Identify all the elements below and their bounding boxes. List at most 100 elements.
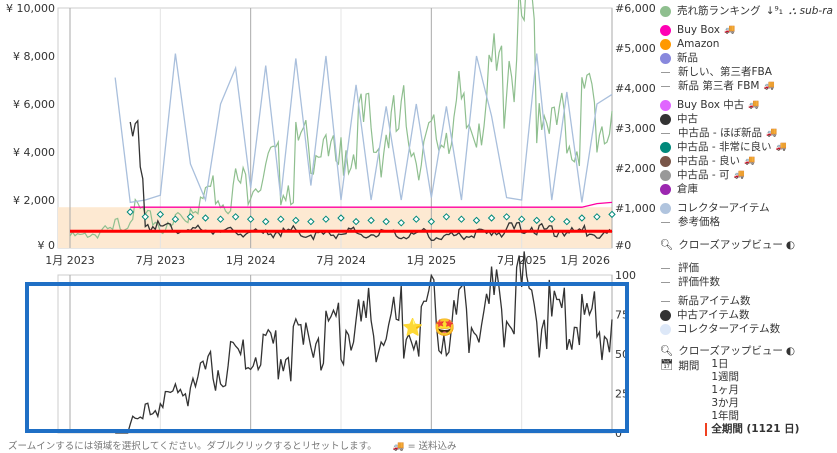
legend-used-very-good[interactable]: 中古品 - 非常に良い 🚚	[660, 140, 837, 154]
closeup-toggle[interactable]: 🔍︎ クローズアップビュー ◐	[660, 239, 795, 251]
x-tick-label: 7月 2025	[497, 254, 547, 267]
series-point	[352, 217, 360, 226]
toggle-icon: ◐	[785, 239, 795, 251]
star-struck-annotation-icon: 🤩	[434, 318, 456, 338]
legend-rating[interactable]: 評価	[660, 261, 837, 275]
period-1y[interactable]: 1年間	[711, 410, 740, 422]
period-1w[interactable]: 1週間	[711, 371, 740, 383]
y-left-tick-label: ¥ 0	[38, 239, 56, 252]
period-3m[interactable]: 3か月	[711, 397, 740, 409]
y-left-tick-label: ¥ 4,000	[13, 146, 55, 159]
series-point	[156, 210, 165, 219]
truck-icon: 🚚	[723, 25, 736, 35]
y-left-tick-label: ¥ 2,000	[13, 194, 55, 207]
period-selector: 📅︎ 期間 1日 1週間 1ヶ月 3か月 1年間 全期間 (1121 日)	[660, 358, 800, 436]
legend-used-acceptable[interactable]: 中古品 - 可 🚚	[660, 168, 837, 182]
x-tick-label: 1月 2026	[561, 254, 611, 267]
legend-buybox-used[interactable]: Buy Box 中古 🚚	[660, 98, 837, 112]
star-annotation-icon: ⭐	[402, 318, 424, 338]
legend-new-fbm[interactable]: 新品 第三者 FBM 🚚	[660, 79, 837, 93]
series-point	[322, 215, 330, 223]
series-point	[472, 216, 481, 225]
legend-used[interactable]: 中古	[660, 112, 837, 126]
y-right-tick-label: #6,000	[615, 2, 656, 15]
legend-ranking[interactable]: 売れ筋ランキング ↓⁹₁ ⛬ sub-ra	[660, 4, 837, 18]
subrank-toggle[interactable]: ⛬ sub-ra	[788, 5, 833, 17]
truck-icon: 🚚	[748, 100, 760, 110]
truck-icon: 🚚	[392, 441, 405, 452]
series-point	[593, 213, 601, 221]
truck-icon: 🚚	[763, 81, 775, 91]
y-left-tick-label: ¥ 6,000	[13, 98, 55, 111]
period-all[interactable]: 全期間 (1121 日)	[705, 423, 799, 436]
series-point	[412, 215, 420, 223]
series-point	[578, 214, 586, 222]
series-point	[382, 217, 390, 226]
legend-new-fba[interactable]: 新しい、第三者FBA	[660, 65, 837, 79]
series-point	[201, 214, 210, 222]
x-tick-label: 7月 2024	[316, 254, 366, 267]
y-left-tick-label: ¥ 8,000	[13, 50, 55, 63]
series-point	[262, 217, 270, 226]
legend-used-good[interactable]: 中古品 - 良い 🚚	[660, 154, 837, 168]
zoom-hint: ズームインするには領域を選択してください。ダブルクリックするとリセットします。 🚚…	[8, 441, 457, 452]
series-point	[367, 216, 375, 225]
series-point	[171, 215, 180, 223]
series-point	[141, 213, 149, 221]
series-point	[246, 215, 255, 223]
y-right-tick-label: #1,000	[615, 202, 656, 215]
legend-amazon[interactable]: Amazon	[660, 37, 837, 51]
series-point	[608, 210, 616, 219]
legend-collector-count[interactable]: コレクターアイテム数	[660, 322, 837, 336]
series-point	[397, 219, 405, 227]
legend: 売れ筋ランキング ↓⁹₁ ⛬ sub-ra Buy Box 🚚 Amazon 新品 新…	[660, 4, 837, 436]
series-line-中古アイテム数	[115, 251, 613, 434]
closeup-toggle-2[interactable]: 🔍︎ クローズアップビュー ◐	[660, 345, 795, 357]
list-price-area	[58, 207, 612, 248]
legend-rating-count[interactable]: 評価件数	[660, 275, 837, 289]
period-1m[interactable]: 1ヶ月	[711, 384, 740, 396]
legend-warehouse[interactable]: 倉庫	[660, 182, 837, 196]
legend-list-price[interactable]: 参考価格	[660, 215, 837, 229]
series-point	[126, 208, 134, 216]
toggle-icon: ◐	[785, 345, 795, 357]
series-point	[231, 213, 240, 221]
y-right-tick-label: #4,000	[615, 82, 656, 95]
legend-collector[interactable]: コレクターアイテム	[660, 201, 837, 215]
x-tick-label: 7月 2023	[136, 254, 186, 267]
legend-new[interactable]: 新品	[660, 51, 837, 65]
series-point	[563, 217, 571, 226]
series-point	[487, 214, 496, 222]
y-right-tick-label: #3,000	[615, 122, 656, 135]
y-right-tick-label: #5,000	[615, 42, 656, 55]
count-plot-area[interactable]	[57, 274, 613, 434]
highlight-box	[25, 282, 629, 433]
y-right-tick-label: #2,000	[615, 162, 656, 175]
series-line-Buy Box	[130, 201, 613, 208]
x-tick-label: 1月 2025	[407, 254, 457, 267]
series-point	[186, 213, 195, 221]
x-tick-label: 1月 2023	[45, 254, 95, 267]
series-line-コレクターアイテム	[114, 53, 613, 204]
series-point	[517, 215, 526, 223]
legend-used-count[interactable]: 中古アイテム数	[660, 308, 837, 322]
legend-new-count[interactable]: 新品アイテム数	[660, 294, 837, 308]
legend-label: 売れ筋ランキング	[677, 5, 761, 17]
x-tick-label: 1月 2024	[226, 254, 276, 267]
y-right-tick-label: #0	[615, 239, 631, 252]
truck-icon: 🚚	[775, 142, 787, 152]
truck-icon: 🚚	[743, 156, 756, 166]
search-icon: 🔍︎	[660, 239, 674, 251]
series-point	[427, 217, 436, 226]
truck-icon: 🚚	[733, 170, 745, 180]
legend-buybox[interactable]: Buy Box 🚚	[660, 23, 837, 37]
legend-used-like-new[interactable]: 中古品 - ほぼ新品 🚚	[660, 126, 837, 140]
calendar-icon: 📅︎	[660, 359, 674, 371]
series-point	[533, 216, 541, 225]
sort-icon[interactable]: ↓⁹₁	[765, 5, 783, 17]
count-tick-label: 100	[615, 269, 636, 282]
series-point	[442, 213, 451, 221]
series-point	[548, 215, 556, 223]
period-1d[interactable]: 1日	[711, 358, 729, 370]
